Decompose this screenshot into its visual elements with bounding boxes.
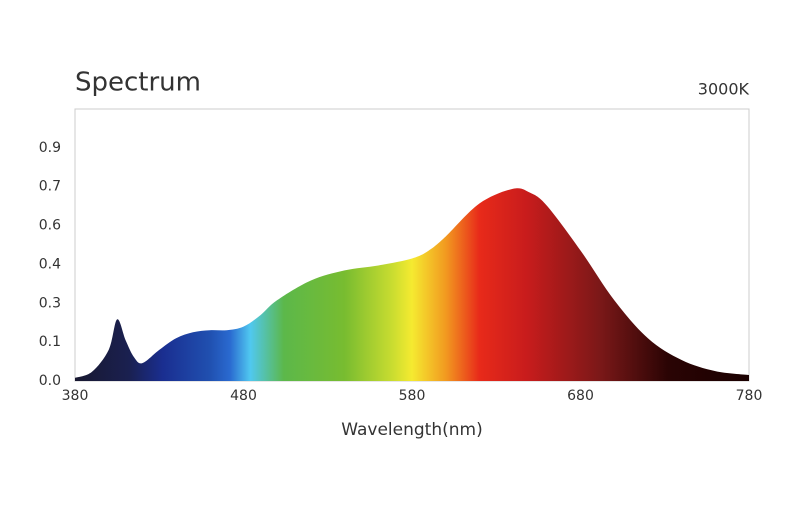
x-axis-label: Wavelength(nm) xyxy=(341,420,482,440)
y-tick-label: 0.4 xyxy=(39,256,61,272)
y-tick-label: 0.0 xyxy=(39,373,61,389)
chart-subtitle: 3000K xyxy=(698,80,750,99)
x-tick-label: 380 xyxy=(62,388,89,404)
x-tick-label: 480 xyxy=(230,388,257,404)
y-tick-label: 0.1 xyxy=(39,334,61,350)
chart-title: Spectrum xyxy=(75,68,201,98)
y-tick-label: 0.9 xyxy=(39,140,61,156)
spectrum-area xyxy=(75,188,749,381)
y-tick-label: 0.7 xyxy=(39,179,61,195)
x-tick-label: 580 xyxy=(399,388,426,404)
y-tick-label: 0.3 xyxy=(39,295,61,311)
x-tick-label: 780 xyxy=(736,388,763,404)
x-tick-label: 680 xyxy=(567,388,594,404)
y-tick-label: 0.6 xyxy=(39,218,61,234)
